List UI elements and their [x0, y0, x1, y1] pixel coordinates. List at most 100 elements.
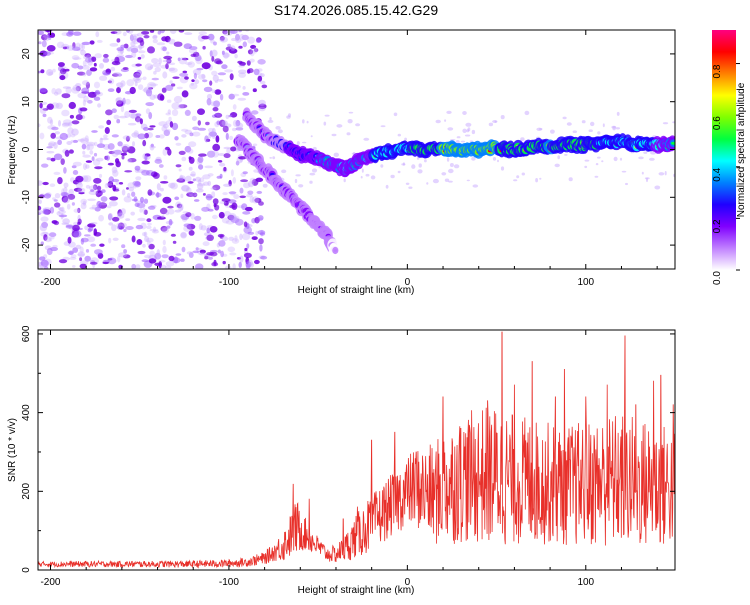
noise-speckle [230, 45, 235, 51]
noise-speckle [222, 218, 230, 224]
noise-speckle [58, 210, 66, 214]
noise-speckle [212, 128, 216, 135]
noise-speckle [211, 56, 214, 62]
noise-speckle [179, 151, 186, 155]
noise-speckle [185, 176, 191, 182]
colorbar-tick-label: 0.6 [712, 116, 723, 130]
noise-speckle [69, 149, 74, 153]
noise-speckle [199, 223, 203, 230]
noise-speckle [172, 76, 179, 79]
noise-speckle [146, 226, 151, 230]
noise-speckle [214, 114, 220, 116]
noise-speckle [61, 223, 69, 226]
noise-speckle [77, 222, 81, 226]
noise-speckle [312, 168, 317, 172]
noise-speckle [116, 119, 120, 123]
noise-speckle [39, 133, 44, 140]
noise-speckle [204, 87, 213, 92]
noise-speckle [151, 146, 156, 148]
noise-speckle [174, 136, 178, 140]
noise-speckle [617, 112, 620, 116]
noise-speckle [152, 78, 159, 81]
noise-speckle [147, 240, 151, 246]
noise-speckle [224, 69, 233, 72]
noise-speckle [108, 88, 115, 92]
noise-speckle [214, 58, 221, 64]
noise-speckle [163, 124, 169, 129]
noise-speckle [122, 155, 125, 159]
noise-speckle [601, 160, 603, 162]
spectrogram-xtick-label: -100 [219, 277, 239, 288]
noise-speckle [163, 60, 171, 63]
noise-speckle [191, 213, 195, 220]
colorbar-tick-label: 0.8 [712, 64, 723, 78]
noise-speckle [295, 174, 301, 176]
noise-speckle [206, 228, 210, 234]
noise-speckle [181, 157, 186, 162]
noise-speckle [135, 64, 142, 67]
noise-speckle [47, 157, 52, 160]
noise-speckle [179, 169, 182, 172]
noise-speckle [257, 191, 263, 194]
noise-speckle [40, 224, 47, 231]
noise-speckle [144, 199, 148, 204]
noise-speckle [54, 172, 61, 175]
noise-speckle [123, 249, 127, 253]
noise-speckle [121, 244, 125, 248]
noise-speckle [165, 85, 173, 91]
noise-speckle [176, 164, 182, 167]
noise-speckle [174, 197, 179, 201]
noise-speckle [417, 169, 422, 173]
noise-speckle [211, 191, 215, 198]
noise-speckle [212, 144, 220, 151]
noise-speckle [174, 96, 183, 103]
noise-speckle [404, 138, 407, 141]
noise-speckle [117, 38, 121, 42]
noise-speckle [209, 252, 217, 257]
noise-speckle [426, 182, 428, 185]
noise-speckle [309, 173, 315, 176]
noise-speckle [83, 56, 87, 60]
noise-speckle [76, 245, 82, 249]
noise-speckle [57, 140, 62, 145]
noise-speckle [238, 98, 247, 101]
noise-speckle [112, 108, 117, 113]
noise-speckle [324, 122, 327, 126]
noise-speckle [567, 122, 572, 126]
noise-speckle [162, 227, 169, 233]
noise-speckle [38, 265, 45, 269]
noise-speckle [184, 43, 192, 49]
noise-speckle [58, 62, 65, 67]
snr-ylabel: SNR (10 * v/v) [7, 418, 18, 482]
noise-speckle [72, 265, 76, 268]
noise-speckle [99, 174, 102, 178]
noise-speckle [142, 232, 146, 236]
noise-speckle [52, 197, 56, 200]
noise-speckle [585, 160, 590, 162]
noise-speckle [212, 215, 218, 219]
noise-speckle [179, 73, 188, 77]
noise-speckle [134, 79, 141, 83]
noise-speckle [590, 122, 594, 126]
noise-speckle [61, 110, 69, 117]
noise-speckle [109, 78, 115, 84]
noise-speckle [135, 176, 141, 180]
noise-speckle [63, 47, 67, 50]
colorbar: 0.00.20.40.60.8 Normalized spectral ampl… [712, 30, 747, 285]
noise-speckle [179, 57, 188, 64]
noise-speckle [41, 164, 48, 168]
noise-speckle [253, 88, 257, 92]
noise-speckle [39, 88, 47, 93]
noise-speckle [245, 207, 253, 211]
noise-speckle [140, 197, 144, 203]
noise-speckle [87, 199, 96, 202]
noise-speckle [390, 175, 394, 178]
noise-speckle [597, 157, 601, 159]
noise-speckle [201, 74, 205, 79]
noise-speckle [82, 65, 90, 70]
noise-speckle [45, 236, 51, 242]
noise-speckle [44, 51, 51, 56]
noise-speckle [243, 86, 246, 90]
noise-speckle [311, 135, 313, 137]
noise-speckle [210, 226, 218, 233]
